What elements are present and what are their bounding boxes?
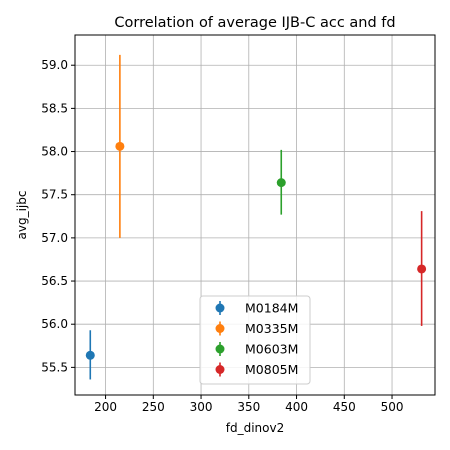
x-axis-ticks: 200 250 300 350 400 450 500 xyxy=(94,395,403,414)
y-tick-label: 57.0 xyxy=(41,231,68,245)
x-tick-label: 500 xyxy=(381,400,404,414)
legend-label: M0184M xyxy=(245,301,298,316)
data-point xyxy=(276,178,286,188)
x-tick-label: 250 xyxy=(142,400,165,414)
data-points xyxy=(85,141,427,360)
x-axis-label: fd_dinov2 xyxy=(226,421,284,435)
data-point xyxy=(85,350,95,360)
y-tick-label: 56.0 xyxy=(41,317,68,331)
legend-items: M0184M M0335M M0603M M0805M xyxy=(215,301,298,377)
grid-lines xyxy=(75,35,435,395)
legend-label: M0335M xyxy=(245,321,298,336)
y-axis-ticks: 55.5 56.0 56.5 57.0 57.5 58.0 58.5 59.0 xyxy=(41,58,75,374)
legend-marker xyxy=(215,344,225,354)
legend-label: M0603M xyxy=(245,342,298,357)
data-point xyxy=(115,141,125,151)
y-tick-label: 57.5 xyxy=(41,188,68,202)
legend-box xyxy=(199,295,311,385)
legend-marker xyxy=(215,324,225,333)
legend: M0184M M0335M M0603M M0805M xyxy=(199,295,311,385)
y-tick-label: 59.0 xyxy=(41,58,68,72)
y-tick-label: 56.5 xyxy=(41,274,68,288)
x-tick-label: 300 xyxy=(190,400,213,414)
data-point xyxy=(417,264,427,274)
x-tick-label: 350 xyxy=(237,400,260,414)
x-tick-label: 200 xyxy=(94,400,117,414)
y-tick-label: 58.5 xyxy=(41,101,68,115)
x-tick-label: 400 xyxy=(285,400,308,414)
y-tick-label: 58.0 xyxy=(41,145,68,159)
x-tick-label: 450 xyxy=(333,400,356,414)
legend-marker xyxy=(215,365,225,374)
legend-marker xyxy=(215,303,225,313)
legend-label: M0805M xyxy=(245,362,298,377)
y-tick-label: 55.5 xyxy=(41,360,68,374)
chart-title: Correlation of average IJB-C acc and fd xyxy=(114,15,395,31)
plot-frame xyxy=(74,34,436,396)
y-axis-label: avg_ijbc xyxy=(15,191,29,240)
